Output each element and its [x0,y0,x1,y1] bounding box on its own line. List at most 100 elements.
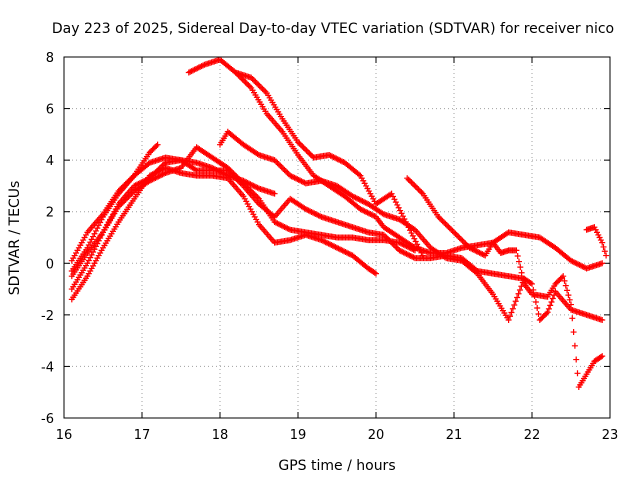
data-point [508,309,515,316]
y-axis: -6 -4 -2 0 2 4 6 8 [41,51,610,427]
x-tick-label: 23 [602,428,619,443]
plot-border [63,56,611,419]
data-point [380,231,387,238]
x-tick-label: 17 [134,428,151,443]
data-point [253,80,260,87]
data-point [566,296,573,303]
data-point [534,304,541,311]
data-point [371,269,378,276]
data-point [373,270,379,277]
x-tick-label: 16 [56,428,73,443]
data-point [529,280,535,287]
data-point [386,237,393,244]
data-point [436,215,443,222]
data-point [90,249,97,256]
data-point [544,309,551,316]
data-point [262,88,269,95]
series-trace-8 [217,128,606,324]
data-point [439,218,446,225]
data-point [299,143,306,150]
data-point [409,180,416,187]
data-point [251,77,258,84]
data-point [441,219,448,226]
y-tick-label: 8 [46,51,54,66]
data-point [574,370,581,377]
data-point [393,244,400,251]
data-point [281,166,288,173]
data-point [514,252,521,259]
data-point [258,84,265,91]
data-point [411,235,418,242]
data-point [90,233,97,240]
data-point [282,168,289,175]
data-point [242,79,249,86]
data-point [85,257,92,264]
data-point [519,275,526,282]
data-point [392,243,399,250]
data-point [518,269,525,276]
data-point [517,264,524,271]
data-point [532,298,539,305]
data-point [95,222,102,229]
data-point [547,302,554,309]
x-tick-label: 19 [290,428,307,443]
data-point [571,342,578,349]
data-point [391,196,398,203]
data-point [405,176,412,183]
data-point [535,310,542,317]
data-point [271,190,278,197]
data-point [516,287,523,294]
data-point [91,230,98,237]
data-point [511,302,518,309]
data-point [459,237,466,244]
data-point [545,305,552,312]
data-point [509,305,516,312]
data-point [303,147,310,154]
data-point [449,227,456,234]
x-tick-label: 21 [446,428,463,443]
data-point [407,178,414,185]
data-point [246,83,253,90]
data-point [562,282,569,289]
data-point [297,141,304,148]
data-point [513,247,520,254]
data-point [404,175,411,182]
data-point [599,317,606,324]
series-trace-9 [404,175,606,391]
data-point [514,294,521,301]
data-point [284,169,291,176]
plot-area [68,56,610,391]
data-point [418,189,425,196]
data-point [277,162,284,169]
series-trace-6 [185,56,606,272]
chart-title: Day 223 of 2025, Sidereal Day-to-day VTE… [52,21,614,37]
data-point [438,216,445,223]
data-point [92,227,99,234]
data-point [458,236,465,243]
data-point [516,258,522,265]
x-axis-label: GPS time / hours [278,458,395,474]
data-point [565,292,572,299]
data-point [548,298,555,305]
data-point [445,223,452,230]
y-tick-label: -6 [41,412,54,427]
data-point [154,141,161,148]
data-point [260,87,267,94]
data-point [564,287,571,294]
data-point [569,315,576,322]
data-point [274,159,281,166]
data-point [603,252,610,259]
data-point [412,238,419,245]
data-point [451,229,457,236]
data-point [507,313,514,320]
y-tick-label: 6 [46,103,54,118]
x-axis: 16 17 18 19 20 21 22 23 [56,57,619,443]
data-point [408,179,415,186]
data-point [241,77,248,84]
data-point [409,232,416,239]
data-point [560,273,567,280]
data-point [568,301,574,308]
y-tick-label: -4 [41,360,54,375]
data-point [306,150,313,157]
